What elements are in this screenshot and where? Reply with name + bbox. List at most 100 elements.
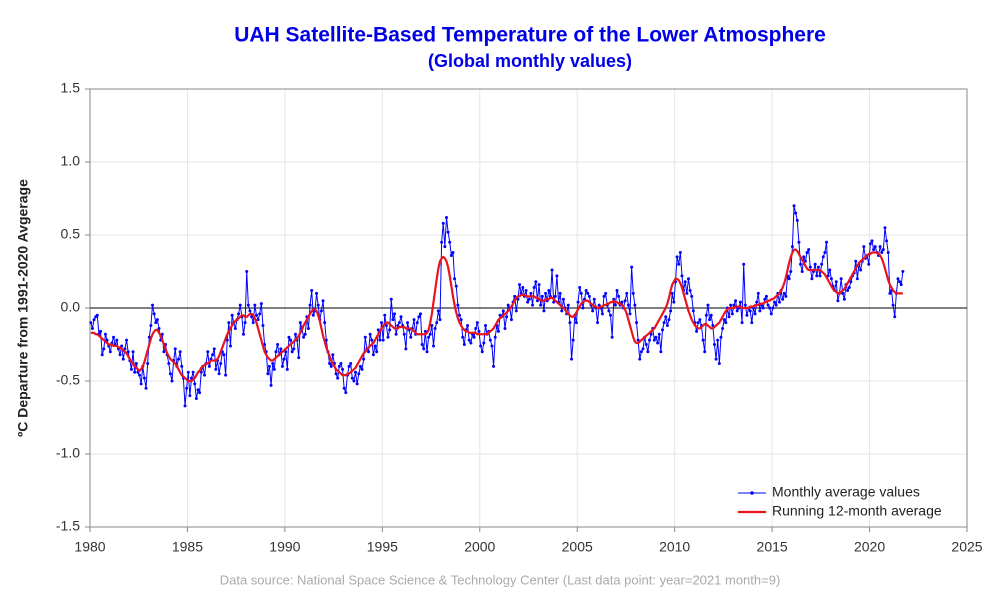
data-point [550,268,554,272]
data-point [555,274,559,278]
data-point [191,370,195,374]
data-point [188,394,192,398]
data-point [112,335,116,339]
x-tick-label: 2020 [854,539,885,555]
data-point [724,321,728,325]
data-point [457,313,461,317]
data-point [829,277,833,281]
x-tick-label: 1985 [172,539,203,555]
y-tick-label: 0.5 [61,226,81,242]
data-point [418,312,422,316]
data-point [620,300,624,304]
data-point [531,303,535,307]
data-point [891,303,895,307]
data-point [102,347,106,351]
data-point [103,332,107,336]
x-tick-label: 1995 [367,539,398,555]
data-point [615,288,619,292]
data-point [155,318,159,322]
data-point [490,344,494,348]
data-point [399,315,403,319]
data-point [535,299,539,303]
data-point [256,318,260,322]
data-point [867,262,871,266]
data-point [293,332,297,336]
data-point [125,338,129,342]
data-point [250,315,254,319]
data-point [420,343,424,346]
data-point [202,373,206,377]
data-point [872,248,876,252]
data-point [789,270,793,273]
data-point [730,312,734,316]
data-point [285,367,289,371]
data-point [217,372,221,376]
data-point [331,353,335,357]
data-point [756,291,760,295]
data-point [259,302,263,306]
data-point [898,280,902,284]
data-point [505,315,509,319]
data-point [376,328,380,332]
data-point [334,372,338,376]
data-point [896,277,900,281]
data-point [381,338,385,342]
data-point [727,315,731,319]
data-point [462,343,466,346]
data-point [371,353,375,357]
data-point [901,270,905,273]
data-point [709,313,713,317]
data-point [738,300,742,304]
data-point [800,270,804,273]
data-point [696,321,700,325]
data-point [704,313,708,317]
data-point [151,303,155,307]
data-point [251,321,255,325]
data-point [131,350,135,354]
y-axis-label: ºC Departure from 1991-2020 Avgerage [15,179,31,437]
data-point [139,382,143,386]
data-point [842,297,846,301]
data-point [586,291,590,295]
data-point [868,242,872,246]
data-point [480,350,484,354]
data-point [539,303,543,307]
data-point [308,303,312,307]
data-point [488,338,492,342]
data-point [873,245,877,249]
legend-label: Monthly average values [772,484,920,500]
data-point [212,347,216,351]
data-point [701,338,705,342]
data-point [222,353,226,357]
data-point [862,245,866,249]
data-point [803,259,807,263]
data-point [183,404,187,408]
data-point [633,303,637,307]
data-point [337,364,341,368]
data-point [383,313,387,317]
x-tick-label: 2025 [951,539,982,555]
data-point [123,347,127,351]
data-point [581,306,585,310]
data-point [441,221,445,225]
data-point [755,300,759,304]
data-point [431,344,435,348]
data-point [604,291,608,295]
data-point [821,255,825,259]
data-point [237,312,241,316]
data-point [342,386,346,390]
data-point [558,291,562,295]
data-point [721,326,725,330]
data-point [688,288,692,292]
data-point [675,255,679,259]
data-point [461,335,465,339]
data-point [657,332,661,336]
data-point [859,268,863,272]
data-point [613,303,617,307]
data-point [193,382,197,386]
data-point [136,370,140,374]
data-point [319,309,323,313]
data-point [886,251,890,255]
data-point [386,335,390,339]
data-point [206,350,210,354]
